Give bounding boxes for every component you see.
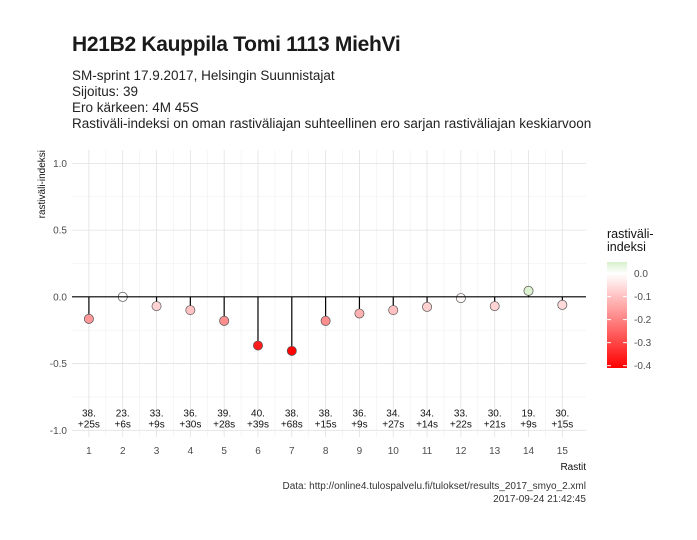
point-label-rank: 36. bbox=[352, 409, 366, 420]
point-label-diff: +30s bbox=[179, 420, 201, 431]
point-label-diff: +9s bbox=[148, 420, 164, 431]
data-point bbox=[253, 340, 263, 351]
subtitle-description: Rastiväli-indeksi on oman rastiväliajan … bbox=[72, 116, 592, 131]
x-tick-label: 12 bbox=[455, 446, 467, 457]
legend-tick-label: -0.2 bbox=[634, 315, 652, 326]
point-label-diff: +39s bbox=[247, 420, 269, 431]
point-label-rank: 33. bbox=[150, 409, 164, 420]
point-label-diff: +15s bbox=[315, 420, 337, 431]
x-tick-label: 13 bbox=[489, 446, 501, 457]
data-point bbox=[422, 301, 433, 312]
point-label-diff: +21s bbox=[484, 420, 506, 431]
x-axis-title: Rastit bbox=[560, 462, 586, 473]
data-point bbox=[523, 285, 534, 296]
legend: rastiväli-indeksi 0.0 -0.1 -0.2 -0.3 -0.4 bbox=[607, 227, 654, 372]
chart-title: H21B2 Kauppila Tomi 1113 MiehVi bbox=[72, 33, 401, 56]
x-tick-label: 2 bbox=[120, 446, 126, 457]
point-label-rank: 30. bbox=[555, 409, 569, 420]
y-tick-label: -0.5 bbox=[50, 359, 68, 370]
x-tick-label: 11 bbox=[422, 446, 433, 457]
data-point bbox=[489, 301, 500, 312]
point-label-diff: +27s bbox=[382, 420, 404, 431]
legend-tick-label: -0.3 bbox=[634, 338, 652, 349]
data-point bbox=[320, 315, 331, 326]
timestamp-caption: 2017-09-24 21:42:45 bbox=[493, 494, 586, 505]
point-label-rank: 30. bbox=[488, 409, 502, 420]
x-tick-label: 8 bbox=[323, 446, 329, 457]
x-tick-label: 14 bbox=[523, 446, 535, 457]
legend-title: rastiväli- bbox=[607, 227, 654, 241]
point-label-diff: +25s bbox=[78, 420, 100, 431]
data-point bbox=[388, 305, 399, 316]
legend-colorbar bbox=[607, 262, 627, 368]
data-point bbox=[219, 315, 230, 326]
x-tick-label: 9 bbox=[357, 446, 363, 457]
y-tick-label: 0.0 bbox=[53, 292, 67, 303]
x-tick-label: 3 bbox=[154, 446, 160, 457]
point-label-diff: +68s bbox=[281, 420, 303, 431]
point-label-rank: 38. bbox=[285, 409, 299, 420]
point-label-rank: 34. bbox=[386, 409, 400, 420]
x-tick-label: 5 bbox=[221, 446, 227, 457]
data-point bbox=[151, 301, 162, 312]
point-label-diff: +15s bbox=[551, 420, 573, 431]
data-point bbox=[354, 308, 365, 319]
y-tick-label: -1.0 bbox=[50, 426, 68, 437]
point-label-rank: 36. bbox=[183, 409, 197, 420]
point-label-rank: 38. bbox=[319, 409, 333, 420]
point-label-rank: 34. bbox=[420, 409, 434, 420]
point-label-rank: 39. bbox=[217, 409, 231, 420]
legend-tick-label: 0.0 bbox=[634, 269, 648, 280]
point-label-diff: +9s bbox=[520, 420, 536, 431]
point-labels: 38.+25s23.+6s33.+9s36.+30s39.+28s40.+39s… bbox=[78, 409, 573, 431]
data-points bbox=[83, 285, 568, 356]
axes: -1.0-0.50.00.51.01 2 3 4 5 6 7 8 9 10 11 12 13 14 15Ra… bbox=[37, 150, 586, 473]
point-label-diff: +9s bbox=[351, 420, 367, 431]
data-source-caption: Data: http://online4.tulospalvelu.fi/tul… bbox=[282, 481, 586, 492]
legend-title: indeksi bbox=[607, 240, 646, 254]
grid bbox=[72, 150, 586, 437]
x-tick-label: 6 bbox=[255, 446, 261, 457]
point-label-rank: 33. bbox=[454, 409, 468, 420]
data-point bbox=[185, 305, 196, 316]
point-label-diff: +22s bbox=[450, 420, 472, 431]
y-tick-label: 0.5 bbox=[53, 226, 67, 237]
point-label-diff: +6s bbox=[115, 420, 131, 431]
legend-tick-label: -0.1 bbox=[634, 292, 652, 303]
data-point bbox=[557, 299, 568, 310]
data-point bbox=[83, 313, 94, 324]
subtitle-placement: Sijoitus: 39 bbox=[72, 84, 139, 99]
x-tick-label: 15 bbox=[557, 446, 569, 457]
y-axis-title: rastiväli-indeksi bbox=[37, 150, 48, 218]
point-label-diff: +14s bbox=[416, 420, 438, 431]
point-label-rank: 40. bbox=[251, 409, 265, 420]
point-label-rank: 19. bbox=[522, 409, 536, 420]
subtitle-gap: Ero kärkeen: 4M 45S bbox=[72, 100, 199, 115]
point-label-rank: 23. bbox=[116, 409, 130, 420]
y-tick-label: 1.0 bbox=[53, 159, 67, 170]
point-label-rank: 38. bbox=[82, 409, 96, 420]
data-point bbox=[286, 345, 297, 356]
x-tick-label: 4 bbox=[188, 446, 194, 457]
point-label-diff: +28s bbox=[213, 420, 235, 431]
subtitle-competition: SM-sprint 17.9.2017, Helsingin Suunnista… bbox=[72, 68, 335, 83]
x-tick-label: 1 bbox=[86, 446, 92, 457]
data-point bbox=[455, 293, 466, 304]
legend-tick-label: -0.4 bbox=[634, 361, 652, 372]
x-tick-label: 7 bbox=[289, 446, 295, 457]
x-tick-label: 10 bbox=[388, 446, 400, 457]
